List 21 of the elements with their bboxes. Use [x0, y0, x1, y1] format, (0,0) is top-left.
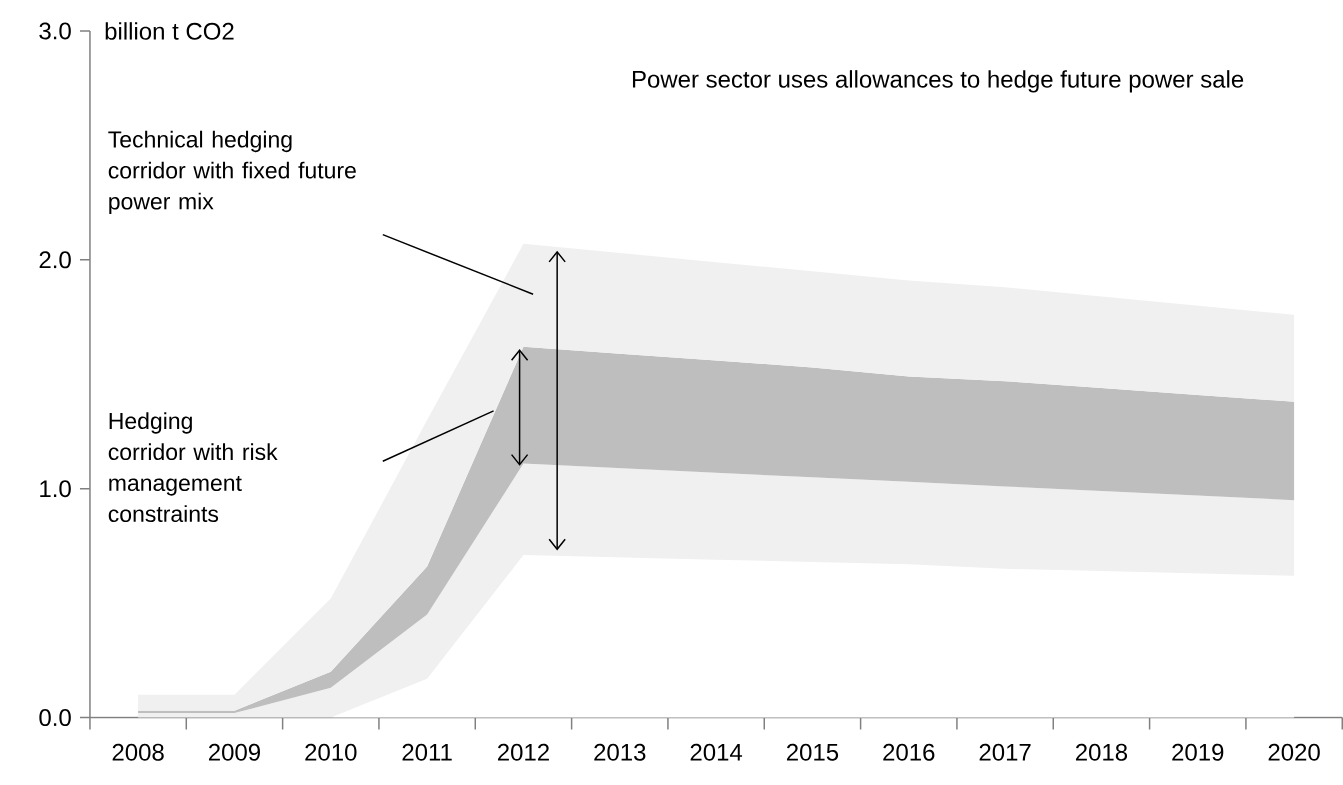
y-axis-title: billion t CO2	[105, 22, 234, 41]
x-tick-label: 2010	[305, 744, 357, 761]
x-tick-label: 2014	[690, 744, 743, 761]
x-tick-label: 2013	[594, 744, 646, 761]
x-tick-label: 2017	[979, 744, 1031, 761]
y-tick-label: 2.0	[39, 251, 71, 269]
x-tick-label: 2018	[1075, 744, 1128, 761]
x-tick-label: 2020	[1268, 744, 1320, 761]
x-tick-label: 2011	[402, 744, 452, 761]
x-tick-label: 2019	[1172, 744, 1224, 761]
annotation: Power sector uses allowances to hedge future power sale	[632, 70, 1244, 93]
annotation: Technical hedging corridor with fixed future power mix	[108, 130, 356, 215]
x-tick-label: 2015	[786, 744, 839, 761]
y-tick-label: 0.0	[39, 709, 71, 727]
x-tick-label: 2009	[208, 744, 260, 761]
x-tick-label: 2008	[112, 744, 164, 761]
annotation: Hedging corridor with risk management constraints	[108, 412, 278, 523]
y-tick-label: 1.0	[40, 480, 71, 498]
y-tick-label: 3.0	[39, 22, 71, 40]
x-tick-label: 2012	[497, 744, 549, 761]
x-tick-label: 2016	[883, 744, 935, 761]
